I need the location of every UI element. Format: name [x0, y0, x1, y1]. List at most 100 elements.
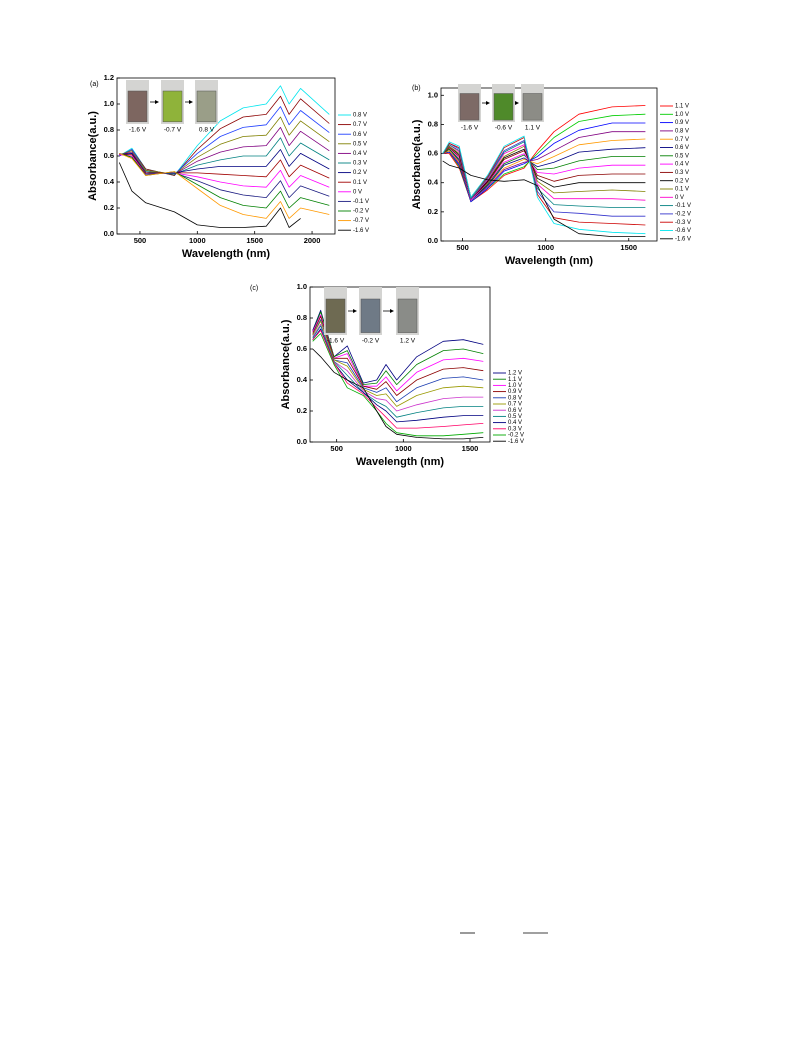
legend-label: 0.6 V: [508, 408, 522, 414]
spectrum-line: [442, 147, 646, 201]
x-tick-label: 1000: [395, 444, 412, 453]
panel-label: (b): [412, 85, 421, 92]
vial: [493, 93, 514, 121]
spectrum-line: [312, 333, 484, 437]
legend-label: 0 V: [353, 189, 362, 195]
legend-label: 1.0 V: [675, 112, 689, 118]
spectrum-line: [118, 162, 301, 228]
vial-label: -1.6 V: [129, 127, 147, 134]
spectrum-line: [312, 320, 484, 407]
legend-label: 0.2 V: [675, 178, 689, 184]
y-tick-label: 0.6: [297, 344, 307, 353]
legend-label: 0.9 V: [508, 389, 522, 395]
x-tick-label: 2000: [304, 236, 321, 245]
legend-label: 0.3 V: [675, 170, 689, 176]
legend-label: 0.9 V: [675, 120, 689, 126]
vial-label: -0.7 V: [164, 127, 182, 134]
spectrum-line: [442, 131, 646, 201]
vial: [196, 90, 217, 123]
x-tick-label: 500: [134, 236, 147, 245]
y-tick-label: 1.0: [104, 99, 114, 108]
x-tick-label: 500: [456, 243, 469, 252]
spectrum-line: [119, 154, 330, 179]
spectrum-line: [442, 105, 646, 203]
legend-label: 0.3 V: [353, 161, 367, 167]
y-tick-label: 0.6: [104, 151, 114, 160]
spectrum-line: [442, 141, 646, 208]
legend-label: 0.2 V: [353, 170, 367, 176]
y-tick-label: 0.4: [104, 177, 115, 186]
arrow-head: [486, 101, 490, 105]
legend-label: 0.5 V: [675, 153, 689, 159]
x-tick-label: 1500: [246, 236, 263, 245]
y-axis-title: Absorbance(a.u.): [87, 111, 99, 201]
spectrum-line: [312, 325, 484, 418]
arrow-head: [353, 309, 357, 313]
arrow-head: [390, 309, 394, 313]
spectrum-line: [119, 116, 330, 175]
legend-label: -0.3 V: [675, 220, 691, 226]
legend-label: 1.2 V: [508, 371, 522, 377]
spectrum-line: [312, 316, 484, 396]
vial: [522, 93, 543, 121]
vial: [360, 298, 381, 333]
legend-label: -0.2 V: [353, 209, 369, 215]
spectrum-line: [442, 160, 646, 237]
panel-label: (a): [90, 81, 99, 88]
legend-label: -0.7 V: [353, 218, 369, 224]
vial-label: -1.6 V: [327, 338, 345, 345]
legend-label: -0.6 V: [675, 228, 691, 234]
legend-label: 0.8 V: [508, 395, 522, 401]
plot-frame: [440, 87, 658, 242]
legend-label: -0.1 V: [353, 199, 369, 205]
legend-label: -1.6 V: [508, 439, 524, 445]
spectrum-line: [312, 348, 484, 440]
legend-label: 0.6 V: [353, 132, 367, 138]
y-tick-label: 0.2: [428, 207, 438, 216]
legend-label: -1.6 V: [353, 228, 369, 234]
spectrum-line: [119, 95, 330, 176]
x-axis-title: Wavelength (nm): [505, 255, 594, 267]
x-tick-label: 1500: [462, 444, 479, 453]
y-axis-title: Absorbance(a.u.): [280, 319, 292, 409]
legend-label: 0.1 V: [353, 180, 367, 186]
x-tick-label: 500: [330, 444, 343, 453]
legend-label: 0.4 V: [675, 162, 689, 168]
spectrum-line: [312, 311, 484, 385]
legend-label: 0.4 V: [353, 151, 367, 157]
arrow-head: [515, 101, 519, 105]
vial: [325, 298, 346, 333]
x-axis-title: Wavelength (nm): [182, 248, 271, 260]
y-tick-label: 0.0: [297, 437, 307, 446]
legend-label: 0.7 V: [675, 137, 689, 143]
spectrum-line: [442, 147, 646, 201]
spectrum-line: [442, 144, 646, 201]
spectrum-line: [119, 137, 330, 175]
legend-label: -1.6 V: [675, 236, 691, 242]
vial-label: 1.2 V: [400, 338, 416, 345]
spectrum-line: [442, 137, 646, 226]
plot-frame: [116, 77, 336, 235]
spectrum-line: [442, 145, 646, 200]
legend-label: 1.1 V: [675, 104, 689, 110]
legend-label: 0.4 V: [508, 420, 522, 426]
vial-label: 1.1 V: [525, 125, 541, 132]
y-tick-label: 0.2: [297, 406, 307, 415]
legend-label: 0.7 V: [353, 122, 367, 128]
legend-label: 1.1 V: [508, 377, 522, 383]
spectrum-line: [442, 138, 646, 201]
spectrum-line: [119, 153, 330, 198]
spectrum-line: [442, 148, 646, 201]
spectrum-line: [442, 135, 646, 235]
arrow-head: [155, 100, 159, 104]
legend-label: 0 V: [675, 195, 684, 201]
legend-label: -0.2 V: [675, 211, 691, 217]
vial: [127, 90, 148, 123]
arrow-head: [189, 100, 193, 104]
legend-label: 0.1 V: [675, 187, 689, 193]
y-tick-label: 0.8: [297, 313, 307, 322]
y-tick-label: 0.6: [428, 149, 438, 158]
spectrum-line: [312, 330, 484, 429]
vial: [459, 93, 480, 121]
